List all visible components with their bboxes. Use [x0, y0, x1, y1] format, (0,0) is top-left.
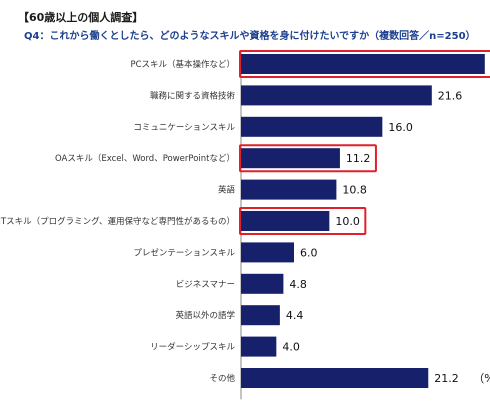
value-label: 16.0 [388, 121, 413, 134]
bar [241, 54, 485, 74]
chart-question: Q4：これから働くとしたら、どのようなスキルや資格を身に付けたいですか（複数回答… [24, 31, 476, 42]
value-label: 21.2 [434, 372, 459, 385]
highlight-box [239, 144, 377, 173]
bar [241, 148, 340, 169]
category-label: OAスキル（Excel、Word、PowerPointなど） [55, 153, 235, 164]
value-label: 11.2 [346, 152, 371, 165]
bar [241, 273, 284, 294]
category-label: ITスキル（プログラミング、運用保守など専門性があるもの） [0, 216, 235, 227]
value-label: 6.0 [300, 246, 318, 259]
category-label: プレゼンテーションスキル [133, 247, 235, 258]
bar [241, 305, 280, 326]
bar [241, 368, 429, 388]
value-label: 10.8 [342, 184, 367, 197]
category-label: 英語以外の語学 [175, 310, 235, 321]
value-label: 10.0 [335, 215, 360, 228]
category-label: リーダーシップスキル [150, 342, 235, 353]
value-label: 4.8 [289, 278, 307, 291]
value-label: 4.4 [286, 309, 304, 322]
bar [241, 116, 383, 137]
value-label: 21.6 [438, 89, 463, 102]
highlight-box [239, 50, 490, 78]
bar [241, 85, 432, 106]
bar [241, 242, 294, 263]
highlight-box [239, 207, 367, 235]
bar [241, 179, 337, 200]
bar [241, 211, 330, 231]
category-label: ビジネスマナー [176, 280, 235, 290]
category-label: その他 [209, 373, 235, 384]
chart-title: 【60歳以上の個人調査】 [18, 11, 144, 24]
category-label: 職務に関する資格技術 [150, 90, 236, 101]
value-label: 4.0 [282, 341, 300, 354]
category-label: コミュニケーションスキル [133, 123, 235, 133]
unit-label: （%） [473, 372, 490, 385]
category-label: PCスキル（基本操作など） [130, 59, 235, 70]
bar [241, 336, 277, 357]
category-label: 英語 [218, 185, 236, 196]
